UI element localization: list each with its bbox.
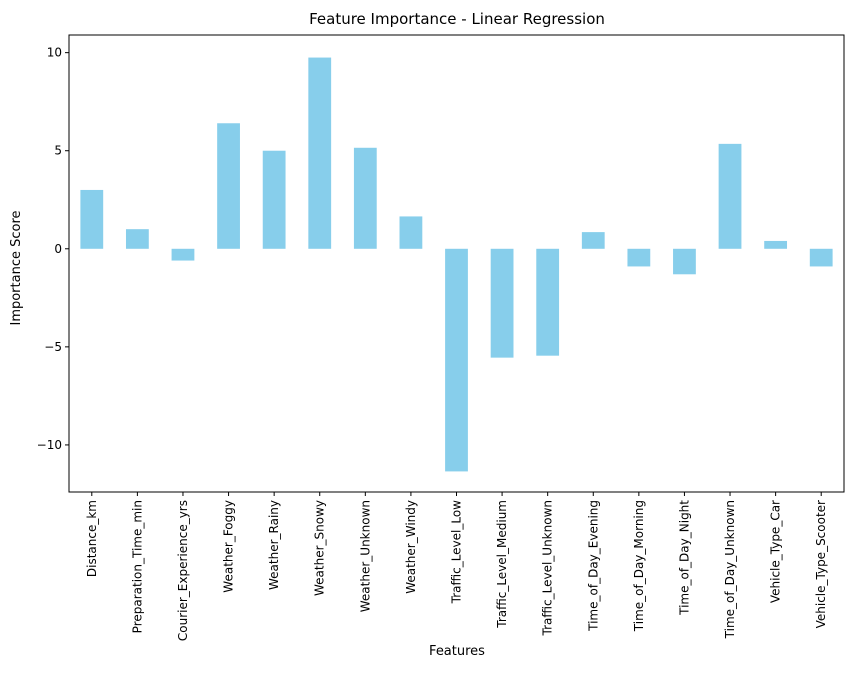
bar-vehicle-type-scooter <box>809 248 833 267</box>
x-tick-label: Courier_Experience_yrs <box>176 500 190 641</box>
plot-frame <box>68 34 845 493</box>
bar-time-of-day-morning <box>627 248 651 267</box>
x-tick-label: Distance_km <box>85 500 99 577</box>
y-tick-label: −10 <box>37 438 62 452</box>
bar-traffic-level-unknown <box>536 248 560 356</box>
y-axis: 10 5 0 −5 −10 <box>37 46 69 452</box>
x-tick-label: Time_of_Day_Unknown <box>723 500 737 639</box>
bar-traffic-level-low <box>445 248 468 472</box>
x-tick-label: Weather_Foggy <box>222 500 236 593</box>
x-axis-label: Features <box>429 644 485 659</box>
x-axis: Distance_km Preparation_Time_min Courier_E… <box>85 492 828 641</box>
x-tick-label: Weather_Unknown <box>358 500 372 612</box>
x-tick-label: Vehicle_Type_Scooter <box>814 500 828 628</box>
x-tick-label: Time_of_Day_Evening <box>586 500 600 632</box>
x-tick-label: Weather_Windy <box>404 500 418 594</box>
y-tick-label: 10 <box>47 46 62 60</box>
y-tick-label: −5 <box>44 340 62 354</box>
bar-time-of-day-evening <box>581 232 605 249</box>
x-tick-label: Preparation_Time_min <box>130 500 144 633</box>
bar-weather-foggy <box>217 123 240 249</box>
bar-weather-windy <box>399 216 423 249</box>
y-tick-label: 0 <box>54 242 62 256</box>
x-tick-label: Time_of_Day_Night <box>677 500 691 616</box>
chart-title: Feature Importance - Linear Regression <box>309 10 605 28</box>
x-tick-label: Weather_Rainy <box>267 500 281 590</box>
bar-traffic-level-medium <box>490 248 514 358</box>
bar-preparation-time-min <box>125 229 149 249</box>
y-tick-label: 5 <box>54 144 62 158</box>
bar-weather-snowy <box>308 57 332 249</box>
y-axis-label: Importance Score <box>9 210 24 325</box>
bar-time-of-day-night <box>673 248 696 275</box>
x-tick-label: Vehicle_Type_Car <box>769 500 783 603</box>
x-tick-label: Traffic_Level_Medium <box>495 500 509 629</box>
x-tick-label: Traffic_Level_Unknown <box>541 500 555 636</box>
bar-time-of-day-unknown <box>718 143 742 249</box>
x-tick-label: Traffic_Level_Low <box>450 500 464 605</box>
bar-distance-km <box>80 189 104 249</box>
bars-group <box>80 57 833 472</box>
bar-courier-experience-yrs <box>171 248 195 261</box>
x-tick-label: Time_of_Day_Morning <box>632 500 646 632</box>
x-tick-label: Weather_Snowy <box>313 500 327 596</box>
bar-weather-unknown <box>353 147 377 249</box>
bar-weather-rainy <box>262 150 286 249</box>
bar-vehicle-type-car <box>764 240 788 249</box>
